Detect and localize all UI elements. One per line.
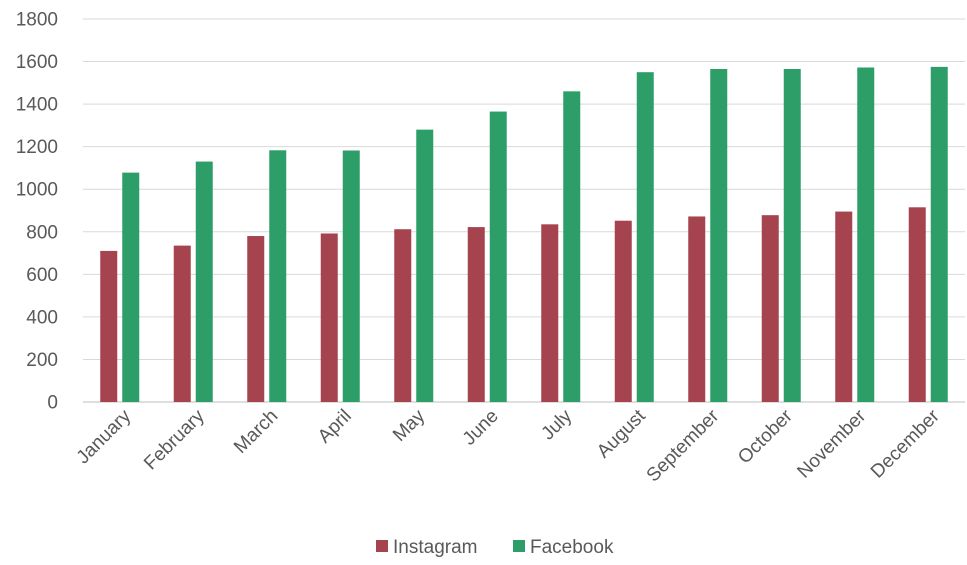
- x-tick-label: November: [793, 405, 870, 482]
- y-tick-label: 1800: [16, 10, 58, 31]
- bar-facebook-april: [342, 150, 360, 402]
- bar-facebook-march: [269, 150, 287, 402]
- x-tick-label: September: [643, 405, 724, 486]
- bar-instagram-december: [908, 207, 926, 402]
- x-tick-label: January: [73, 405, 136, 468]
- x-tick-label: December: [867, 405, 944, 482]
- bar-facebook-february: [195, 161, 213, 402]
- bar-instagram-january: [100, 250, 118, 402]
- bar-instagram-november: [835, 211, 853, 402]
- y-tick-label: 0: [47, 393, 58, 414]
- x-tick-label: February: [140, 405, 209, 474]
- bar-facebook-september: [710, 69, 728, 402]
- bar-instagram-august: [614, 220, 632, 402]
- bar-instagram-october: [761, 215, 779, 402]
- bar-facebook-may: [416, 129, 434, 402]
- legend-swatch-instagram: [376, 540, 388, 552]
- y-tick-label: 400: [26, 307, 58, 328]
- legend: Instagram Facebook: [376, 537, 614, 558]
- x-tick-label: March: [230, 406, 282, 458]
- legend-label-facebook: Facebook: [530, 537, 614, 558]
- bar-facebook-july: [563, 91, 581, 402]
- x-axis-ticks: January February March April May June July Augu…: [73, 405, 945, 486]
- bar-facebook-june: [489, 111, 507, 402]
- bar-instagram-september: [688, 216, 706, 402]
- bar-facebook-august: [636, 72, 654, 402]
- y-axis-ticks: 0 200 400 600 800 1000 1200 1400 1600 1800: [16, 10, 58, 414]
- y-tick-label: 600: [26, 265, 58, 286]
- y-tick-label: 1200: [16, 137, 58, 158]
- y-tick-label: 800: [26, 222, 58, 243]
- bar-facebook-october: [783, 69, 801, 402]
- bar-facebook-november: [857, 67, 875, 402]
- bar-instagram-march: [247, 236, 265, 402]
- bar-facebook-january: [122, 172, 140, 402]
- x-tick-label: July: [538, 405, 577, 444]
- y-tick-label: 200: [26, 350, 58, 371]
- bar-instagram-june: [467, 227, 485, 402]
- bar-instagram-april: [320, 233, 338, 402]
- bar-instagram-february: [173, 245, 191, 402]
- y-tick-label: 1400: [16, 95, 58, 116]
- legend-swatch-facebook: [513, 540, 525, 552]
- y-tick-label: 1000: [16, 180, 58, 201]
- x-tick-label: June: [459, 406, 503, 450]
- x-tick-label: April: [314, 406, 356, 448]
- x-tick-label: October: [734, 405, 797, 468]
- bars: [100, 66, 948, 402]
- legend-label-instagram: Instagram: [393, 537, 477, 558]
- gridlines: [83, 18, 965, 403]
- x-tick-label: May: [389, 405, 430, 446]
- x-tick-label: August: [593, 405, 650, 462]
- bar-instagram-july: [541, 224, 559, 402]
- y-tick-label: 1600: [16, 52, 58, 73]
- bar-instagram-may: [394, 229, 412, 402]
- bar-facebook-december: [930, 66, 948, 402]
